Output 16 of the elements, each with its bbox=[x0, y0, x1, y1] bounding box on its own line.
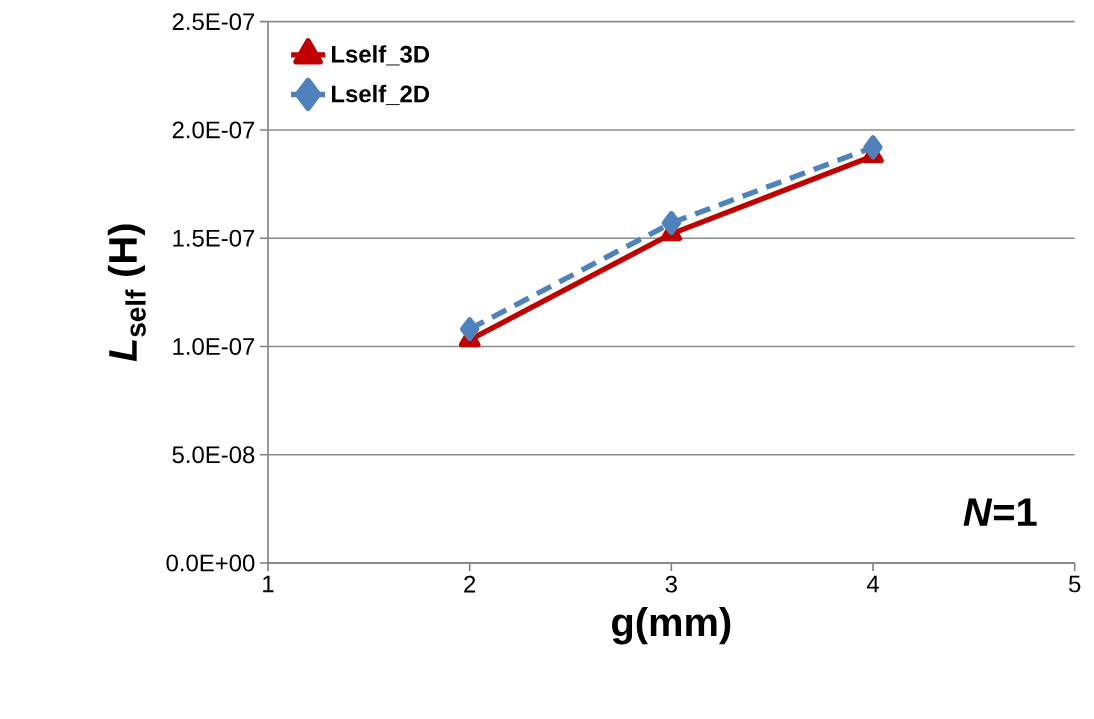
y-tick-label: 1.5E-07 bbox=[173, 229, 255, 247]
y-tick-label: 5.0E-08 bbox=[172, 446, 255, 464]
y-tick-label: 2.0E-07 bbox=[172, 121, 255, 139]
x-axis-title: g(mm) bbox=[612, 607, 731, 645]
y-axis-title: L$_{self}$ (H) bbox=[107, 224, 146, 362]
legend-label: Lself_3D bbox=[332, 45, 430, 66]
x-tick-label: 1 bbox=[263, 575, 274, 593]
x-tick-label: 5 bbox=[1068, 575, 1081, 593]
annotation: N=1 bbox=[963, 498, 1037, 526]
x-tick-label: 2 bbox=[464, 575, 476, 593]
y-tick-label: 0.0E+00 bbox=[166, 554, 255, 572]
y-tick-label: 1.0E-07 bbox=[173, 337, 255, 355]
x-tick-label: 4 bbox=[866, 575, 879, 593]
y-tick-label: 2.5E-07 bbox=[172, 13, 255, 31]
legend-label: Lself_2D bbox=[332, 84, 430, 106]
x-tick-label: 3 bbox=[665, 575, 677, 593]
